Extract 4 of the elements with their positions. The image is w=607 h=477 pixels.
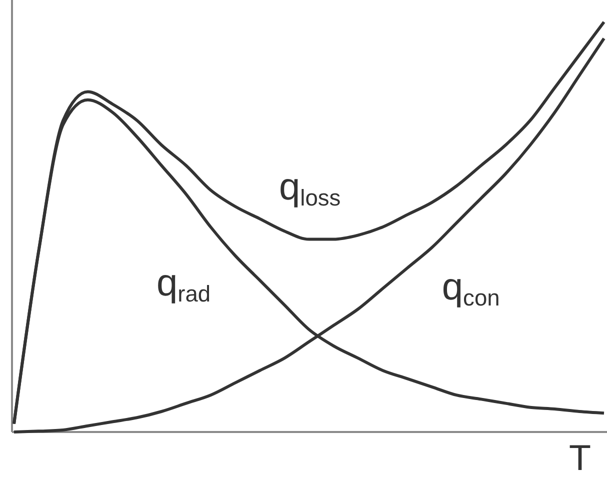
series-label: q$_{loss}$ bbox=[279, 166, 341, 210]
series-label: q$_{con}$ bbox=[442, 266, 500, 310]
x-axis-title: T bbox=[569, 437, 591, 477]
series-label: q$_{rad}$ bbox=[156, 262, 211, 306]
